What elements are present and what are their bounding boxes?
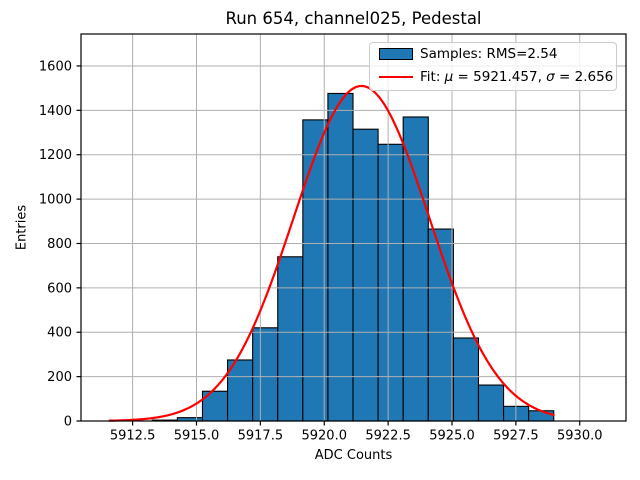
histogram-bar xyxy=(277,256,304,422)
page-title: Run 654, channel025, Pedestal xyxy=(225,9,482,28)
y-tick-label: 1600 xyxy=(39,59,72,74)
x-tick-label: 5912.5 xyxy=(110,429,156,444)
x-tick-label: 5922.5 xyxy=(365,429,411,444)
y-tick-label: 800 xyxy=(47,237,72,252)
legend-fit-line-icon xyxy=(379,76,413,78)
sigma-symbol: σ xyxy=(546,69,555,85)
y-tick-label: 200 xyxy=(47,370,72,385)
x-tick-label: 5925.0 xyxy=(429,429,475,444)
x-tick-label: 5917.5 xyxy=(238,429,284,444)
histogram-bar xyxy=(528,410,555,422)
y-tick-label: 600 xyxy=(47,281,72,296)
histogram-bar xyxy=(402,116,429,422)
x-tick-label: 5930.0 xyxy=(557,429,603,444)
legend-fit-mu-value: = 5921.457, xyxy=(453,69,547,85)
legend-fit-label: Fit: μ = 5921.457, σ = 2.656 xyxy=(420,68,613,86)
histogram-bar xyxy=(427,228,454,422)
plot-border xyxy=(80,33,627,422)
legend-box: Samples: RMS=2.54 Fit: μ = 5921.457, σ =… xyxy=(369,42,617,91)
legend-samples-label: Samples: RMS=2.54 xyxy=(420,46,558,62)
histogram-bar xyxy=(377,143,404,422)
x-tick-label: 5915.0 xyxy=(174,429,220,444)
legend-fit-prefix: Fit: xyxy=(420,69,445,85)
y-tick-label: 400 xyxy=(47,326,72,341)
histogram-bar xyxy=(452,337,480,422)
histogram-bar xyxy=(327,92,354,422)
y-tick-label: 1200 xyxy=(39,148,72,163)
fit-curve xyxy=(108,84,555,422)
x-tick-label: 5927.5 xyxy=(493,429,539,444)
y-tick-label: 1000 xyxy=(39,193,72,208)
x-tick-label: 5920.0 xyxy=(301,429,347,444)
mu-symbol: μ xyxy=(444,69,454,85)
legend-samples-swatch-icon xyxy=(379,48,413,60)
legend-fit-sigma-value: = 2.656 xyxy=(554,69,614,85)
histogram-bar xyxy=(477,384,505,422)
histogram-bar xyxy=(352,128,379,422)
y-tick-label: 0 xyxy=(64,415,72,430)
x-axis-label: ADC Counts xyxy=(314,448,393,463)
y-axis-label: Entries xyxy=(14,204,30,251)
y-tick-label: 1400 xyxy=(39,104,72,119)
histogram-bar xyxy=(252,327,279,422)
